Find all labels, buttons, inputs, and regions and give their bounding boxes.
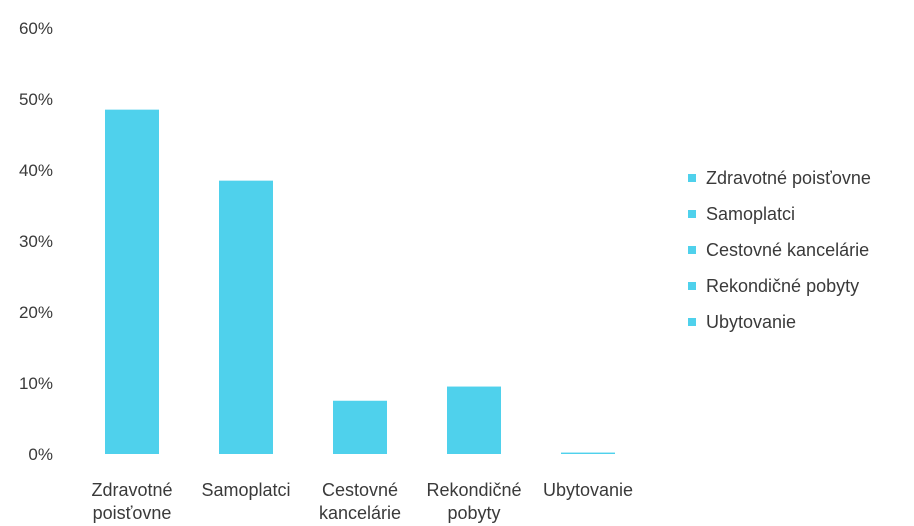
legend: Zdravotné poisťovne Samoplatci Cestovné ka… [688,160,871,340]
legend-swatch [688,282,696,290]
legend-item: Zdravotné poisťovne [688,160,871,196]
legend-swatch [688,210,696,218]
legend-swatch [688,246,696,254]
legend-item: Cestovné kancelárie [688,232,871,268]
y-tick-label: 40% [19,161,53,180]
bar-5 [561,452,615,454]
x-tick-label: Rekondičné pobyty [426,480,521,523]
legend-swatch [688,318,696,326]
x-tick-label: Samoplatci [201,480,290,500]
y-tick-label: 30% [19,232,53,251]
bars [105,109,615,455]
bar-4 [447,386,501,454]
legend-label: Ubytovanie [706,311,797,332]
bar-3 [333,400,387,454]
legend-label: Cestovné kancelárie [706,239,870,260]
y-tick-label: 10% [19,374,53,393]
legend-item: Rekondičné pobyty [688,268,871,304]
legend-item: Ubytovanie [688,304,871,340]
x-tick-label: Zdravotné poisťovne [91,480,172,523]
legend-item: Samoplatci [688,196,871,232]
x-axis: Zdravotné poisťovne Samoplatci Cestovné kanc… [91,480,633,523]
x-tick-label: Ubytovanie [543,480,633,500]
y-tick-label: 50% [19,90,53,109]
y-axis: 0% 10% 20% 30% 40% 50% 60% [19,19,53,464]
bar-2 [219,180,273,454]
x-tick-label: Cestovné kancelárie [319,480,401,523]
legend-swatch [688,174,696,182]
y-tick-label: 0% [28,445,53,464]
bar-1 [105,109,159,455]
legend-label: Zdravotné poisťovne [706,167,871,188]
legend-label: Rekondičné pobyty [706,275,860,296]
y-tick-label: 60% [19,19,53,38]
legend-label: Samoplatci [706,203,796,224]
y-tick-label: 20% [19,303,53,322]
